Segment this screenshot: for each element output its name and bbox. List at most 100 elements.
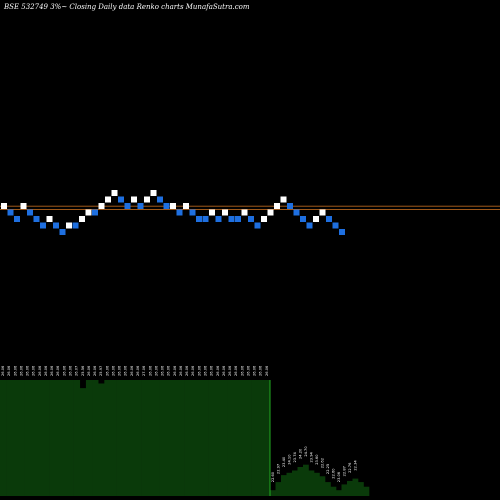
price-label: 22.97 — [277, 464, 281, 474]
renko-brick-up — [274, 203, 280, 209]
renko-brick-down — [53, 222, 59, 229]
renko-brick-down — [254, 222, 261, 229]
price-label: 26.06 — [228, 365, 232, 376]
volume-bar — [220, 380, 228, 496]
volume-bar — [314, 472, 320, 496]
renko-brick-down — [189, 209, 196, 216]
price-label: 26.06 — [216, 365, 220, 376]
price-label: 26.06 — [161, 365, 165, 376]
volume-bar — [347, 480, 353, 496]
price-label: 26.06 — [124, 365, 128, 376]
volume-bar — [73, 380, 81, 496]
price-label: 26.06 — [240, 365, 244, 376]
renko-brick-up — [46, 216, 53, 222]
renko-brick-down — [228, 216, 235, 222]
volume-bar — [0, 380, 7, 496]
renko-brick-down — [202, 216, 209, 222]
renko-brick-up — [183, 203, 189, 209]
renko-brick-down — [7, 209, 14, 216]
price-label: 26.06 — [62, 365, 66, 376]
price-label: 22.87 — [343, 466, 347, 476]
price-label: 26.06 — [154, 365, 158, 376]
chart-title: BSE 532749 3%~ Closing Daily data Renko … — [4, 3, 250, 11]
volume-bar — [159, 380, 166, 496]
renko-brick-up — [267, 209, 274, 216]
volume-bar — [92, 380, 99, 496]
renko-brick-down — [248, 216, 254, 222]
volume-bar — [190, 380, 197, 496]
price-label: 26.06 — [56, 365, 60, 376]
volume-bar — [153, 380, 160, 496]
renko-brick-down — [27, 209, 33, 216]
volume-bar — [325, 482, 331, 496]
price-label: 23.74 — [293, 451, 297, 462]
price-label: 26.06 — [7, 365, 11, 376]
price-label: 26.06 — [111, 365, 115, 376]
volume-bar — [122, 380, 130, 496]
renko-brick-up — [20, 203, 27, 209]
renko-brick-up — [209, 209, 215, 216]
renko-brick-up — [241, 209, 248, 216]
renko-brick-up — [313, 216, 319, 222]
volume-bar — [61, 380, 68, 496]
price-label: 22.76 — [348, 462, 352, 473]
price-label: 24.70 — [304, 446, 308, 457]
volume-bar — [30, 380, 38, 496]
price-label: 26.06 — [105, 365, 109, 376]
renko-brick-up — [150, 190, 157, 196]
volume-area — [0, 380, 370, 496]
price-label: 26.06 — [222, 365, 226, 376]
price-label: 26.06 — [191, 365, 195, 376]
price-label: 24.20 — [299, 448, 303, 459]
renko-brick-up — [85, 209, 92, 216]
renko-brick-down — [235, 216, 241, 222]
price-label: 22.60 — [271, 471, 275, 482]
volume-bar — [292, 470, 298, 496]
price-label: 26.06 — [210, 365, 214, 376]
renko-brick-down — [14, 216, 20, 222]
renko-brick-down — [118, 196, 124, 203]
volume-bar — [352, 478, 359, 496]
price-label: 22.62 — [321, 458, 325, 468]
volume-bar — [270, 490, 276, 496]
volume-bar — [245, 380, 252, 496]
volume-bar — [171, 380, 179, 496]
renko-brick-down — [326, 216, 332, 222]
volume-bar — [147, 380, 154, 496]
renko-brick-down — [40, 222, 46, 229]
volume-bar — [116, 380, 124, 496]
renko-brick-down — [137, 203, 144, 209]
volume-bar — [196, 380, 203, 496]
volume-bar — [177, 380, 185, 496]
volume-bar — [165, 380, 173, 496]
renko-brick-down — [124, 203, 131, 209]
volume-bar — [98, 383, 105, 496]
price-label: 26.06 — [118, 365, 122, 376]
price-label: 26.06 — [148, 365, 152, 376]
price-label: 26.06 — [253, 365, 257, 376]
renko-brick-up — [1, 203, 7, 209]
renko-brick-down — [306, 222, 313, 229]
price-label: 25.97 — [99, 366, 103, 376]
renko-brick-down — [72, 222, 79, 229]
renko-brick-up — [280, 196, 287, 203]
volume-bar — [6, 380, 13, 496]
price-label: 24.10 — [288, 454, 292, 465]
volume-bar — [67, 380, 74, 496]
volume-bar — [85, 380, 93, 496]
volume-bar — [36, 380, 44, 496]
price-label: 26.06 — [259, 365, 263, 376]
price-label: 26.06 — [204, 365, 208, 376]
price-label: 26.06 — [185, 365, 189, 376]
volume-bar — [308, 470, 315, 496]
renko-brick-down — [196, 216, 202, 222]
price-label: 26.06 — [13, 365, 17, 376]
renko-brick-down — [157, 196, 163, 203]
price-label: 26.06 — [265, 365, 269, 376]
renko-brick-down — [59, 229, 66, 235]
volume-bar — [12, 380, 19, 496]
price-label: 23.06 — [337, 471, 341, 482]
price-label: 22.34 — [354, 460, 358, 471]
renko-brick-up — [111, 190, 118, 196]
